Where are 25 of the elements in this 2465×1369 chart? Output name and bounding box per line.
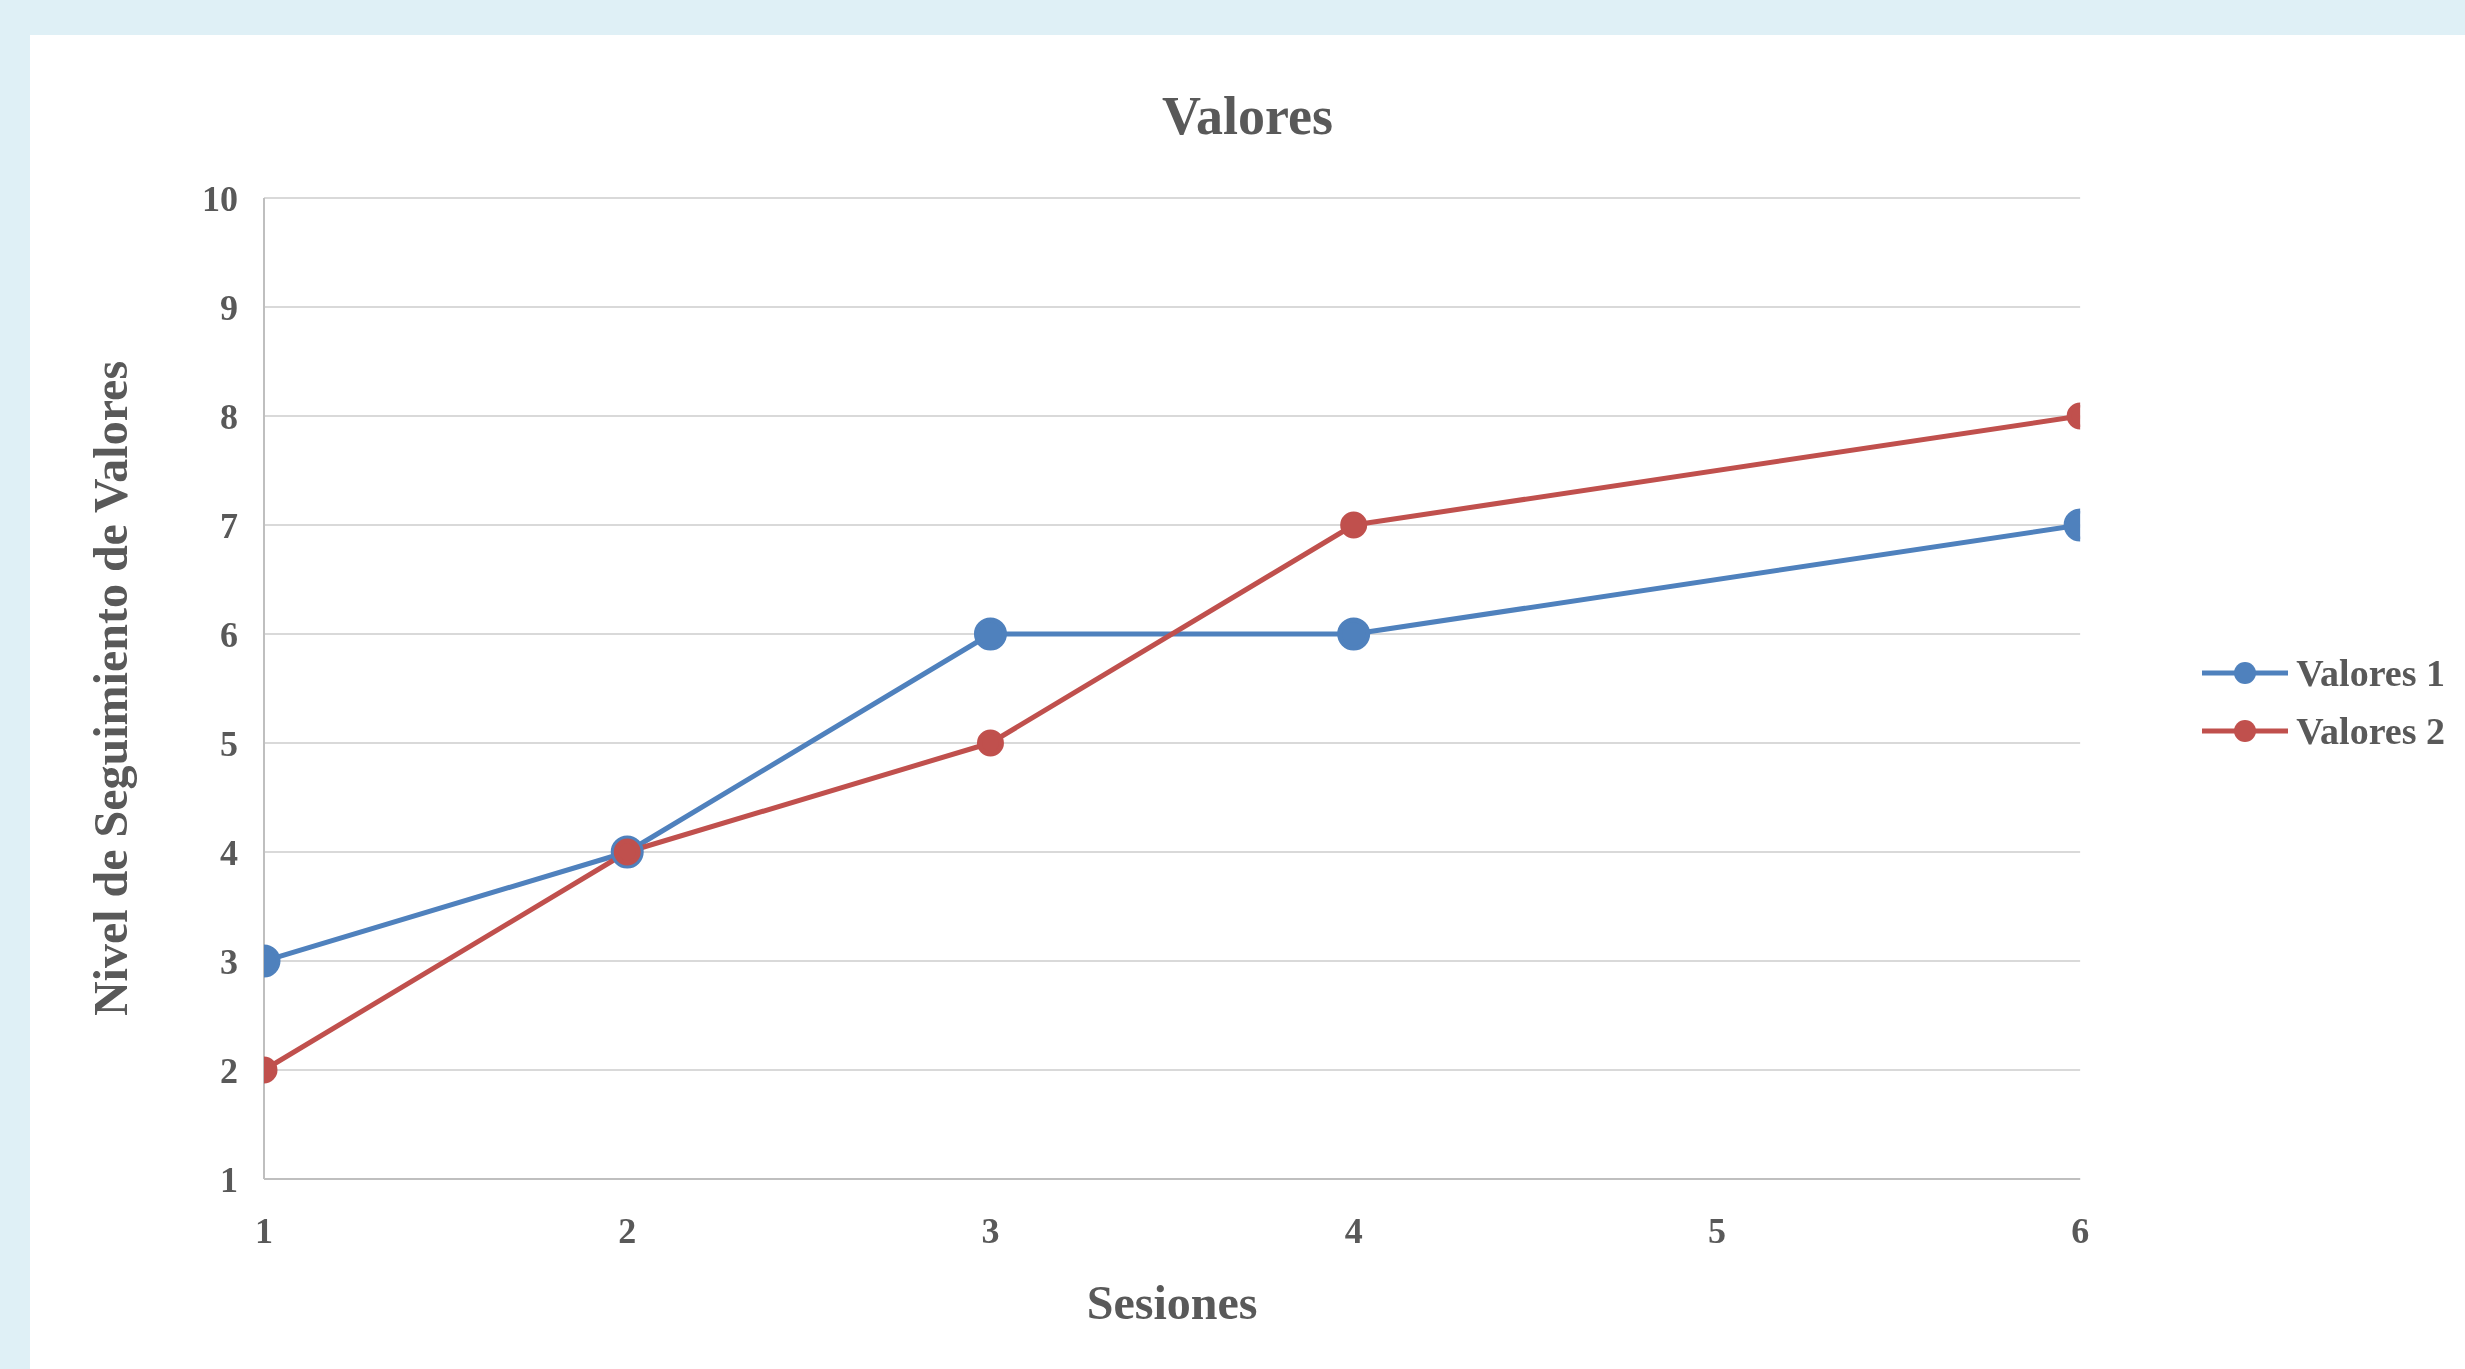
y-tick-label: 3 [220,941,238,982]
legend-label: Valores 2 [2296,709,2445,753]
y-tick-label: 9 [220,287,238,328]
x-tick-label: 3 [981,1210,1000,1251]
legend-label: Valores 1 [2296,651,2445,695]
x-tick-label: 6 [2071,1210,2090,1251]
x-tick-label: 1 [255,1210,273,1251]
y-tick-label: 10 [202,178,238,219]
point [973,617,1007,651]
x-tick-label: 4 [1344,1210,1363,1251]
point [1340,511,1368,539]
y-tick-label: 7 [220,505,238,546]
x-tick-label: 2 [618,1210,637,1251]
y-tick-label: 6 [220,614,238,655]
chart-title: Valores [1161,85,1334,147]
y-tick-label: 1 [220,1159,238,1200]
point [1337,617,1371,651]
x-axis-title: Sesiones [1086,1276,1258,1329]
y-tick-label: 4 [220,832,238,873]
y-axis-title: Nivel de Seguimiento de Valores [84,360,138,1017]
y-tick-label: 8 [220,396,238,437]
y-tick-label: 2 [220,1050,238,1091]
y-tick-label: 5 [220,723,238,764]
point [976,729,1004,757]
x-tick-label: 5 [1707,1210,1726,1251]
